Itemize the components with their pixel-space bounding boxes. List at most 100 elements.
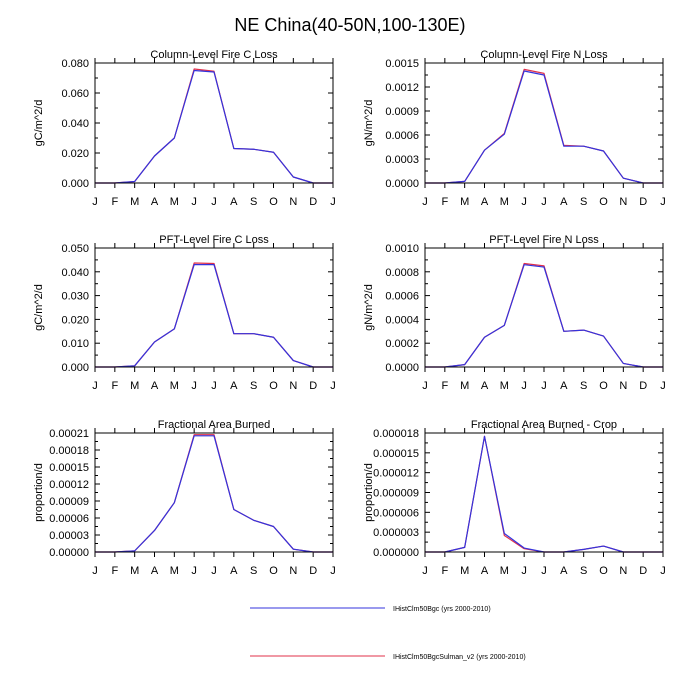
figure-title: NE China(40-50N,100-130E)	[234, 15, 465, 35]
x-tick-label: J	[660, 565, 666, 577]
x-tick-label: M	[460, 380, 469, 392]
legend: IHistClm50Bgc (yrs 2000-2010) IHistClm50…	[250, 606, 526, 661]
y-tick-label: 0.000000	[373, 547, 419, 559]
y-tick-label: 0.0006	[385, 130, 419, 142]
y-tick-label: 0.020	[61, 148, 89, 160]
x-tick-label: J	[191, 565, 197, 577]
x-tick-label: O	[599, 196, 608, 208]
x-tick-label: A	[230, 380, 238, 392]
x-tick-label: N	[619, 565, 627, 577]
x-tick-label: M	[460, 565, 469, 577]
y-tick-label: 0.000012	[373, 468, 419, 480]
x-tick-label: J	[660, 380, 666, 392]
y-tick-label: 0.0008	[385, 267, 419, 279]
y-tick-label: 0.0000	[385, 362, 419, 374]
x-tick-label: D	[639, 196, 647, 208]
chart-panel-3: PFT-Level Fire C Loss gC/m^2/d 0.000 0.010 0…	[33, 234, 336, 392]
x-tick-label: J	[541, 196, 547, 208]
y-tick-label: 0.0006	[385, 291, 419, 303]
x-tick-label: S	[580, 565, 587, 577]
x-tick-label: A	[151, 565, 159, 577]
x-tick-label: O	[269, 565, 278, 577]
chart-panel-4: PFT-Level Fire N Loss gN/m^2/d 0.0000 0.000…	[363, 234, 666, 392]
series-line-bgc	[425, 264, 663, 368]
y-tick-label: 0.00012	[49, 479, 89, 491]
x-tick-label: M	[130, 196, 139, 208]
x-tick-label: J	[422, 380, 428, 392]
x-tick-label: J	[92, 380, 98, 392]
series-line-sulman	[95, 434, 333, 553]
series-line-sulman	[425, 262, 663, 368]
series-line-sulman	[95, 68, 333, 184]
x-tick-label: A	[560, 565, 568, 577]
y-tick-label: 0.000006	[373, 507, 419, 519]
y-tick-label: 0.0015	[385, 58, 419, 70]
x-tick-label: J	[330, 196, 336, 208]
x-tick-label: A	[560, 196, 568, 208]
chart-title: Column-Level Fire N Loss	[480, 49, 608, 61]
y-tick-label: 0.00021	[49, 428, 89, 440]
panels: Column-Level Fire C Loss gC/m^2/d 0.000 0.0…	[33, 49, 666, 577]
series-line-bgc	[95, 264, 333, 368]
x-tick-label: N	[619, 196, 627, 208]
y-axis-label: gC/m^2/d	[33, 284, 45, 331]
y-tick-label: 0.060	[61, 88, 89, 100]
x-tick-label: J	[422, 565, 428, 577]
chart-title: PFT-Level Fire N Loss	[489, 234, 599, 246]
x-tick-label: S	[250, 565, 257, 577]
chart-panel-5: Fractional Area Burned proportion/d 0.0000…	[33, 419, 336, 577]
x-tick-label: F	[111, 565, 118, 577]
y-axis-label: gC/m^2/d	[33, 100, 45, 147]
x-tick-label: F	[111, 380, 118, 392]
x-tick-label: S	[250, 196, 257, 208]
x-tick-label: J	[521, 196, 527, 208]
x-tick-label: D	[309, 380, 317, 392]
x-tick-label: M	[500, 196, 509, 208]
x-tick-label: M	[500, 380, 509, 392]
x-tick-label: A	[481, 565, 489, 577]
x-tick-label: A	[481, 380, 489, 392]
plot-frame	[424, 247, 664, 368]
x-tick-label: A	[151, 380, 159, 392]
x-tick-label: J	[541, 565, 547, 577]
x-tick-label: N	[619, 380, 627, 392]
x-tick-label: O	[269, 196, 278, 208]
plot-frame	[424, 432, 664, 553]
x-tick-label: J	[330, 565, 336, 577]
x-tick-label: D	[639, 565, 647, 577]
y-tick-label: 0.000	[61, 178, 89, 190]
y-tick-label: 0.040	[61, 118, 89, 130]
x-tick-label: M	[130, 565, 139, 577]
y-axis-label: gN/m^2/d	[363, 284, 375, 331]
x-tick-label: J	[521, 380, 527, 392]
x-tick-label: O	[269, 380, 278, 392]
y-tick-label: 0.0000	[385, 178, 419, 190]
y-tick-label: 0.00009	[49, 496, 89, 508]
plot-frame	[94, 62, 334, 184]
y-tick-label: 0.0009	[385, 106, 419, 118]
y-axis-label: proportion/d	[33, 463, 45, 522]
y-tick-label: 0.00018	[49, 445, 89, 457]
x-tick-label: M	[170, 196, 179, 208]
x-tick-label: M	[130, 380, 139, 392]
y-tick-label: 0.0010	[385, 243, 419, 255]
series-line-bgc	[425, 70, 663, 184]
y-tick-label: 0.00003	[49, 530, 89, 542]
y-axis-label: gN/m^2/d	[363, 100, 375, 147]
x-tick-label: D	[639, 380, 647, 392]
x-tick-label: S	[250, 380, 257, 392]
y-tick-label: 0.020	[61, 314, 89, 326]
x-tick-label: N	[289, 565, 297, 577]
x-tick-label: O	[599, 565, 608, 577]
x-tick-label: J	[541, 380, 547, 392]
x-tick-label: D	[309, 196, 317, 208]
y-tick-label: 0.040	[61, 267, 89, 279]
y-tick-label: 0.0004	[385, 314, 419, 326]
series-line-bgc	[95, 69, 333, 184]
x-tick-label: J	[211, 380, 217, 392]
plot-frame	[424, 62, 664, 184]
x-tick-label: M	[170, 565, 179, 577]
y-tick-label: 0.000003	[373, 527, 419, 539]
x-tick-label: J	[422, 196, 428, 208]
